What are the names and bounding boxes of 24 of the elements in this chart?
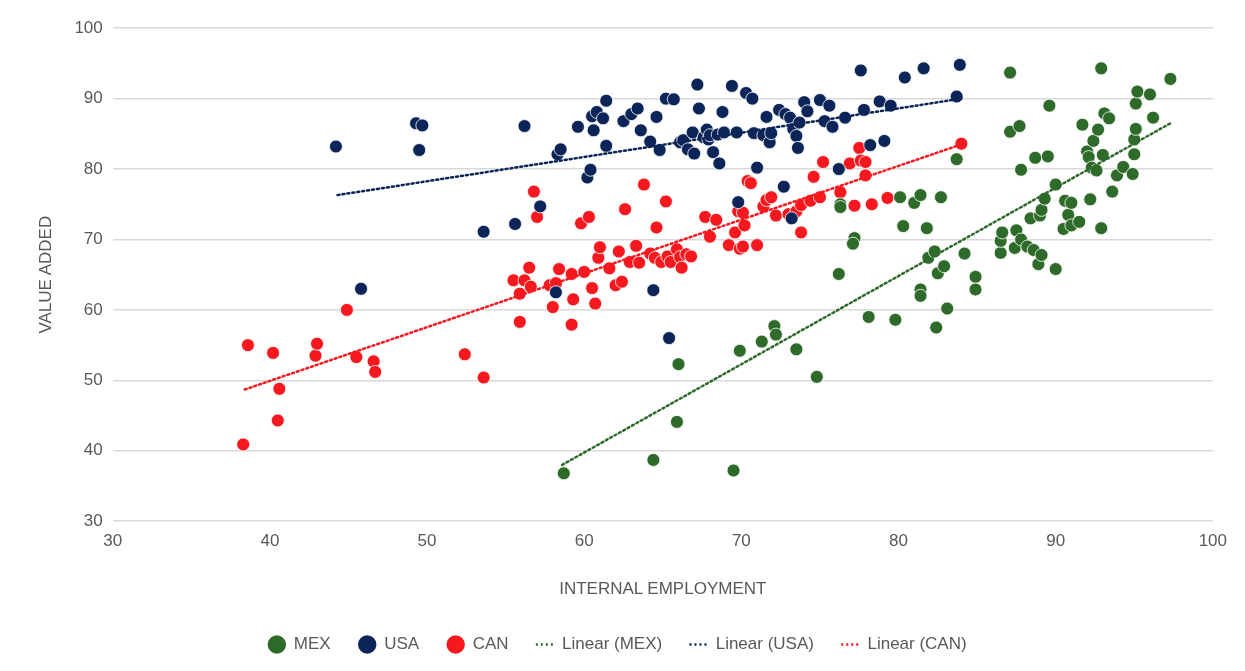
x-tick-label: 80 bbox=[889, 531, 908, 551]
x-tick-label: 30 bbox=[103, 531, 123, 551]
y-tick-label: 60 bbox=[83, 299, 103, 319]
y-tick-label: 80 bbox=[83, 158, 103, 178]
legend-label: Linear (MEX) bbox=[562, 634, 663, 654]
y-tick-label: 50 bbox=[83, 370, 103, 390]
x-tick-label: 60 bbox=[574, 531, 594, 551]
legend-label: Linear (CAN) bbox=[867, 634, 967, 654]
y-tick-label: 90 bbox=[83, 88, 103, 108]
x-tick-label: 90 bbox=[1046, 531, 1066, 551]
x-tick-label: 100 bbox=[1198, 531, 1228, 551]
y-tick-label: 30 bbox=[83, 510, 103, 530]
x-axis-title: INTERNAL EMPLOYMENT bbox=[559, 579, 767, 599]
legend-label: MEX bbox=[293, 634, 331, 654]
y-tick-label: 40 bbox=[83, 440, 103, 460]
legend-label: CAN bbox=[472, 634, 509, 654]
y-tick-label: 70 bbox=[83, 229, 103, 249]
y-axis-title: VALUE ADDED bbox=[35, 215, 55, 334]
legend-label: Linear (USA) bbox=[715, 634, 814, 654]
x-tick-label: 70 bbox=[731, 531, 751, 551]
legend-label: USA bbox=[384, 634, 420, 654]
x-tick-label: 50 bbox=[417, 531, 437, 551]
x-tick-label: 40 bbox=[260, 531, 280, 551]
y-tick-label: 100 bbox=[74, 17, 103, 37]
